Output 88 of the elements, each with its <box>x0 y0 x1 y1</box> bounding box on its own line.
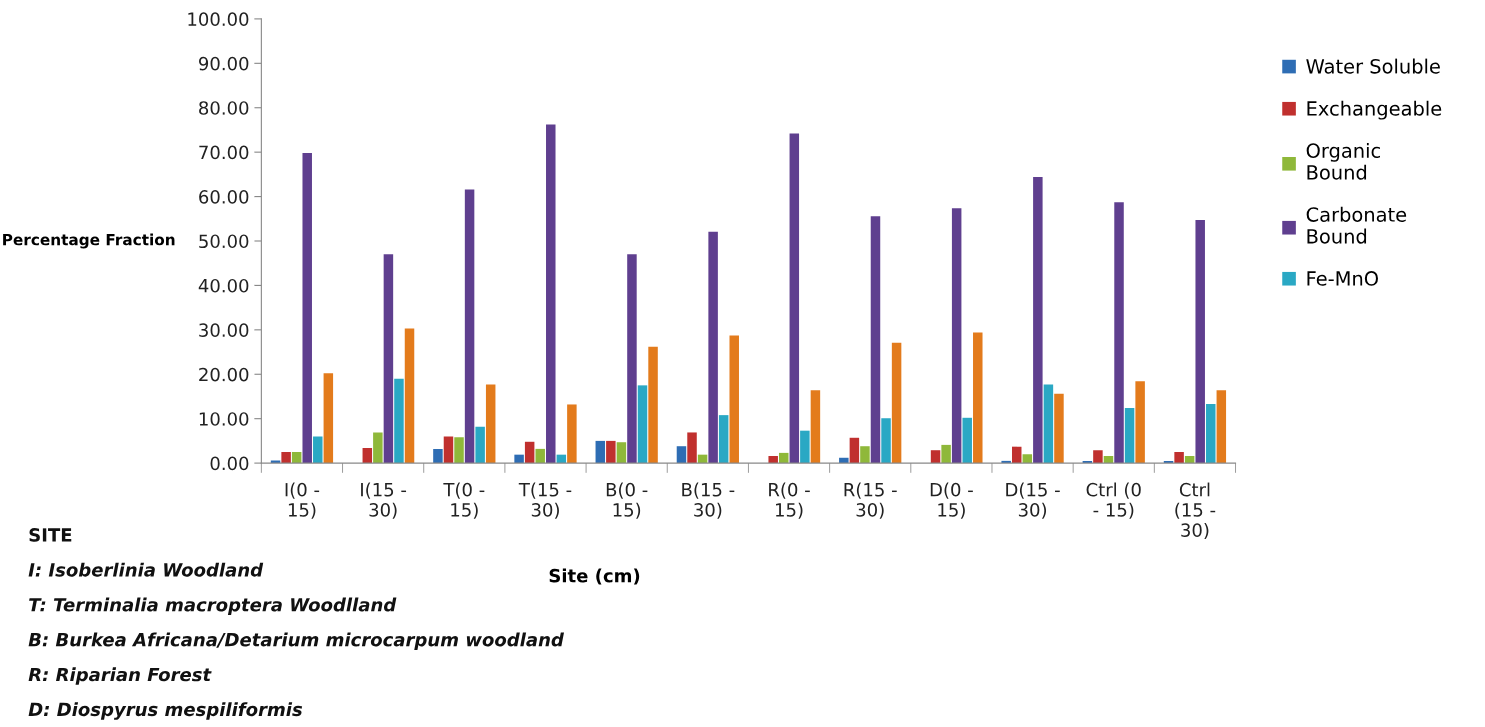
bar <box>676 446 687 464</box>
bar <box>648 346 658 464</box>
bar <box>595 440 606 464</box>
text: D: Diospyrus mespiliformis <box>28 702 303 720</box>
x-tick-label: D(0 - 15) <box>930 482 973 519</box>
bar <box>485 384 496 464</box>
bar <box>1174 451 1184 464</box>
bar <box>1195 220 1205 464</box>
bar <box>860 446 870 464</box>
text: T: Terminalia macroptera Woodlland <box>29 597 397 616</box>
bar <box>1216 390 1227 464</box>
x-tick-label: I(0 - 15) <box>285 482 320 519</box>
bar <box>962 417 972 464</box>
bar <box>464 189 475 464</box>
bar <box>849 437 860 464</box>
bar <box>281 451 291 464</box>
bar <box>454 437 464 464</box>
text: I: Isoberlinia Woodland <box>28 562 264 577</box>
y-tick-label: 60.00 <box>199 190 249 204</box>
y-tick-label: 0.00 <box>210 456 249 471</box>
bar <box>1206 404 1216 464</box>
bar <box>1043 384 1054 464</box>
bar <box>475 426 485 464</box>
y-tick-label: 40.00 <box>198 278 249 293</box>
x-tick-label: D(15 - 30) <box>1006 482 1060 519</box>
y-tick-label: 10.00 <box>199 412 249 426</box>
x-tick-label: R(15 - 30) <box>844 482 897 519</box>
x-tick-label: R(0 - 15) <box>769 482 810 519</box>
bar <box>616 442 627 464</box>
bar <box>891 342 902 464</box>
bar <box>870 216 881 464</box>
x-tick-label: B(0 - 15) <box>606 482 648 519</box>
x-tick-label: Ctrl (0 - 15) <box>1086 482 1141 519</box>
bar <box>535 448 545 464</box>
bar <box>383 254 394 464</box>
text: B: Burkea Africana/Detarium microcarpum woodland <box>28 632 565 650</box>
y-tick-label: 90.00 <box>199 56 249 71</box>
y-tick-label: 50.00 <box>199 234 249 249</box>
legend-label: Carbonate Bound <box>1306 206 1407 244</box>
bar <box>687 432 697 464</box>
bar <box>1054 393 1064 464</box>
bar <box>443 436 454 464</box>
legend-label: Fe-MnO <box>1307 271 1378 286</box>
bar <box>708 231 718 464</box>
y-axis-title: Percentage Fraction <box>3 233 175 249</box>
x-tick-label: Ctrl (15 - 30) <box>1175 482 1216 540</box>
bar <box>567 404 577 464</box>
bar <box>313 436 323 464</box>
legend-label: Organic Bound <box>1306 142 1381 180</box>
x-tick-label: I(15 - 30) <box>361 482 407 519</box>
bar <box>546 124 556 464</box>
bar <box>323 373 334 464</box>
bar <box>973 332 983 464</box>
bar <box>1124 408 1135 464</box>
bar <box>779 452 789 464</box>
y-tick-label: 100.00 <box>188 12 249 27</box>
legend-label: Exchangeable <box>1307 100 1442 120</box>
bar <box>637 385 648 464</box>
bar <box>1114 202 1124 464</box>
bar <box>729 335 739 464</box>
x-axis-title: Site (cm) <box>549 568 640 585</box>
bar <box>718 415 729 464</box>
x-tick-label: B(15 - 30) <box>682 482 735 519</box>
x-tick-label: T(0 - 15) <box>443 482 485 519</box>
bar <box>941 444 951 464</box>
bar <box>1033 177 1043 464</box>
text: R: Riparian Forest <box>28 667 212 685</box>
x-tick-label: T(15 - 30) <box>518 482 572 519</box>
bar <box>606 440 616 464</box>
bar <box>1093 450 1103 464</box>
bar <box>394 378 404 464</box>
bar <box>404 328 415 464</box>
bar <box>433 448 443 464</box>
text: SITE <box>29 528 72 542</box>
y-tick-label: 30.00 <box>199 323 249 337</box>
y-tick-label: 20.00 <box>199 367 249 382</box>
y-tick-label: 70.00 <box>199 145 249 160</box>
bar <box>1135 381 1145 464</box>
bar <box>881 418 891 464</box>
bar <box>789 133 800 464</box>
bar <box>302 153 312 464</box>
y-tick-label: 80.00 <box>199 101 249 115</box>
legend-label: Water Soluble <box>1306 58 1440 74</box>
bar <box>627 254 637 464</box>
bar <box>373 432 383 464</box>
bar <box>951 208 962 464</box>
bar <box>800 430 810 464</box>
bar <box>810 390 821 464</box>
